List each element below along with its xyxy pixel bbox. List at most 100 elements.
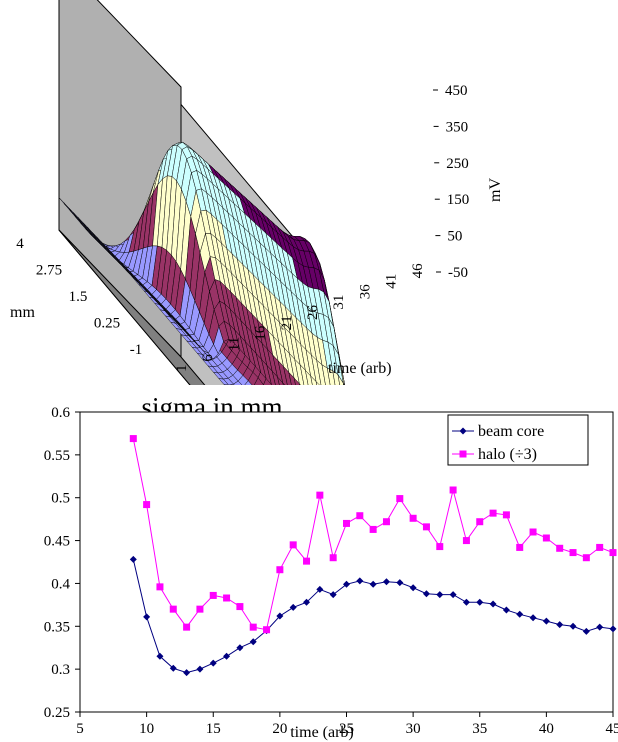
data-point bbox=[129, 435, 137, 443]
surface-cell bbox=[343, 381, 345, 385]
legend-label: beam core bbox=[478, 423, 544, 440]
surface-time-tick-label: 6 bbox=[200, 354, 216, 362]
surface-time-tick-label: 31 bbox=[331, 295, 347, 310]
y-tick-label: 0.6 bbox=[51, 405, 70, 421]
line-chart-series bbox=[129, 435, 617, 677]
data-point bbox=[529, 614, 537, 622]
surface-ylabel: mm bbox=[10, 304, 35, 321]
data-point bbox=[609, 625, 617, 633]
surface-xlabel: time (arb) bbox=[328, 360, 392, 377]
data-point bbox=[436, 591, 444, 599]
surface-cell bbox=[228, 383, 235, 385]
surface-mm-tick-label: 4 bbox=[16, 236, 24, 252]
data-point bbox=[569, 549, 577, 557]
data-point bbox=[196, 605, 204, 613]
surface-time-tick-label: 26 bbox=[305, 305, 321, 321]
data-point bbox=[596, 623, 604, 631]
surface-z-tick-label: 450 bbox=[445, 83, 468, 99]
data-point bbox=[489, 600, 497, 608]
line-chart-xlabel: time (arb) bbox=[290, 724, 354, 741]
data-point bbox=[143, 613, 151, 621]
legend-box bbox=[447, 414, 589, 466]
data-point bbox=[303, 598, 311, 606]
surface-cell bbox=[282, 382, 286, 385]
data-point bbox=[516, 543, 524, 551]
legend-marker bbox=[459, 427, 467, 435]
data-point bbox=[542, 617, 550, 625]
y-tick-label: 0.4 bbox=[51, 576, 70, 592]
data-point bbox=[516, 610, 524, 618]
data-point bbox=[329, 591, 337, 599]
x-tick-label: 5 bbox=[76, 721, 84, 737]
data-point bbox=[476, 598, 484, 606]
surface-mm-tick-label: 2.75 bbox=[36, 263, 62, 279]
data-point bbox=[343, 580, 350, 588]
data-point bbox=[502, 511, 510, 519]
x-tick-label: 30 bbox=[406, 721, 421, 737]
data-point bbox=[582, 627, 590, 635]
data-point bbox=[422, 523, 430, 531]
data-point bbox=[556, 544, 564, 552]
data-point bbox=[462, 598, 470, 606]
y-tick-label: 0.5 bbox=[51, 491, 70, 507]
surface-cell bbox=[299, 383, 301, 385]
data-point bbox=[462, 537, 470, 545]
data-point bbox=[209, 659, 217, 667]
data-point bbox=[289, 603, 297, 611]
data-point bbox=[489, 509, 497, 517]
data-point bbox=[236, 644, 244, 652]
data-point bbox=[276, 612, 284, 620]
data-point bbox=[529, 528, 537, 536]
data-point bbox=[223, 652, 231, 660]
x-tick-label: 10 bbox=[139, 721, 154, 737]
surface-z-tick-label: 350 bbox=[446, 119, 469, 135]
x-tick-label: 25 bbox=[339, 721, 354, 737]
data-point bbox=[303, 557, 311, 565]
data-point bbox=[502, 606, 510, 614]
data-point bbox=[596, 543, 604, 551]
data-point bbox=[263, 626, 271, 634]
data-point bbox=[236, 603, 244, 611]
surface-chart: 45035025015050-5042.751.50.25-1161116212… bbox=[10, 0, 504, 385]
line-chart: sigma in mm 0.60.550.50.450.40.350.30.25… bbox=[44, 392, 618, 741]
surface-floor bbox=[58, 229, 206, 385]
data-point bbox=[289, 541, 297, 549]
x-tick-label: 35 bbox=[472, 721, 487, 737]
data-point bbox=[209, 591, 217, 599]
data-point bbox=[396, 579, 404, 587]
y-tick-label: 0.25 bbox=[44, 705, 70, 721]
data-point bbox=[422, 590, 430, 598]
legend-marker bbox=[459, 450, 467, 458]
data-point bbox=[356, 512, 364, 520]
legend-label: halo (÷3) bbox=[478, 446, 537, 463]
data-point bbox=[569, 622, 577, 630]
y-tick-label: 0.45 bbox=[44, 534, 70, 550]
data-point bbox=[183, 669, 191, 677]
y-tick-label: 0.3 bbox=[51, 662, 70, 678]
line-chart-legend: beam core halo (÷3) bbox=[447, 414, 589, 466]
data-point bbox=[369, 580, 377, 588]
data-point bbox=[409, 514, 417, 522]
surface-mm-tick-label: 0.25 bbox=[94, 316, 120, 332]
data-point bbox=[396, 495, 404, 503]
data-point bbox=[169, 664, 177, 672]
surface-cell bbox=[343, 383, 344, 385]
data-point bbox=[276, 566, 284, 574]
data-point bbox=[449, 486, 457, 494]
data-point bbox=[609, 549, 617, 557]
surface-mm-tick-label: 1.5 bbox=[69, 289, 88, 305]
surface-time-tick-label: 36 bbox=[357, 284, 373, 300]
surface-mesh bbox=[58, 141, 345, 385]
data-point bbox=[316, 585, 324, 593]
data-point bbox=[223, 594, 231, 602]
data-point bbox=[343, 519, 350, 527]
series-beam-core bbox=[129, 555, 617, 677]
series-halo bbox=[129, 435, 617, 634]
data-point bbox=[129, 555, 137, 563]
x-tick-label: 40 bbox=[539, 721, 554, 737]
surface-zlabel: mV bbox=[487, 178, 504, 202]
surface-time-tick-label: 16 bbox=[253, 325, 269, 341]
data-point bbox=[409, 584, 417, 592]
surface-time-tick-label: 46 bbox=[410, 263, 426, 279]
data-point bbox=[169, 605, 177, 613]
